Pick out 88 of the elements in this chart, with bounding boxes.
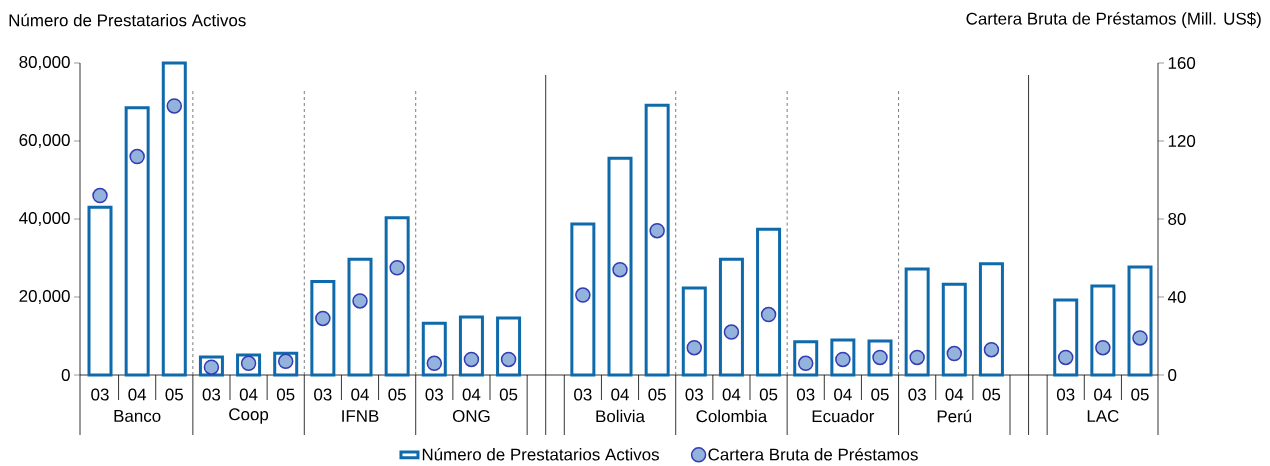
legend-label: Número de Prestatarios Activos [422, 447, 659, 461]
bar [644, 103, 670, 377]
x-tick-label: 04 [351, 388, 369, 401]
x-tick-label: 04 [239, 388, 258, 401]
bar [607, 156, 633, 377]
text: LAC [1087, 410, 1119, 422]
bar [756, 227, 782, 377]
x-tick-label: 03 [796, 388, 815, 401]
point [983, 341, 1000, 358]
x-tick-label: 03 [314, 388, 332, 401]
y2-tick-label: 120 [1168, 135, 1196, 147]
y-tick-label: 20,000 [19, 290, 70, 304]
bar [87, 205, 113, 377]
y-tick-label: 60,000 [19, 134, 70, 149]
x-tick-label: 05 [165, 388, 183, 401]
point [575, 287, 591, 303]
y-axis-title: Número de Prestatarios Activos [9, 13, 246, 27]
y-tick-label: 80,000 [19, 56, 70, 71]
bar [941, 282, 967, 377]
point [686, 339, 703, 356]
point [463, 351, 480, 368]
text: Bolivia [596, 409, 645, 423]
point [649, 222, 665, 239]
x-tick-label: 05 [1131, 388, 1149, 401]
x-tick-label: 05 [648, 388, 666, 401]
x-tick-label: 05 [759, 388, 778, 401]
point [1057, 349, 1074, 366]
bar [310, 279, 336, 377]
x-tick-label: 03 [202, 388, 221, 401]
y2-tick-label: 0 [1168, 369, 1177, 381]
x-tick-label: 05 [276, 388, 295, 401]
point [500, 351, 517, 368]
bar [718, 257, 744, 377]
point [723, 324, 740, 340]
point [1095, 339, 1111, 356]
text: Ecuador [812, 409, 875, 423]
text: Banco [114, 410, 161, 422]
text: IFNB [342, 410, 379, 422]
point [612, 261, 628, 278]
y2-tick-label: 40 [1167, 291, 1186, 303]
point [1132, 330, 1148, 346]
x-tick-label: 05 [871, 388, 889, 401]
bar [124, 106, 150, 377]
bar [681, 286, 707, 377]
bar [570, 222, 596, 377]
bar [978, 262, 1004, 377]
point [129, 148, 145, 165]
x-tick-label: 05 [499, 388, 518, 401]
text: ONG [452, 410, 490, 422]
text: Coop [229, 408, 269, 424]
text: Perú [937, 409, 972, 423]
bar [1127, 265, 1153, 377]
point [352, 293, 368, 309]
x-tick-label: 03 [685, 388, 703, 401]
x-tick-label: 03 [1056, 388, 1075, 401]
point [315, 310, 331, 327]
x-tick-label: 03 [574, 388, 592, 401]
x-tick-label: 04 [722, 388, 741, 401]
bar [1090, 284, 1116, 377]
x-tick-label: 03 [425, 388, 443, 401]
y-tick-label: 40,000 [19, 212, 70, 226]
x-tick-label: 04 [945, 388, 964, 401]
bar [904, 267, 930, 377]
y2-tick-label: 160 [1168, 57, 1196, 69]
point [426, 355, 443, 372]
x-tick-label: 04 [1094, 388, 1112, 401]
x-tick-label: 04 [462, 388, 481, 401]
point [166, 98, 183, 114]
x-tick-label: 05 [982, 388, 1001, 401]
x-tick-label: 04 [834, 388, 852, 401]
point [946, 345, 963, 362]
point [760, 306, 777, 323]
x-tick-label: 03 [908, 388, 926, 401]
x-tick-label: 05 [388, 388, 406, 401]
x-tick-label: 04 [128, 388, 147, 401]
point [389, 260, 405, 276]
point [909, 349, 925, 366]
y2-tick-label: 80 [1168, 213, 1186, 225]
bar [384, 216, 410, 377]
y2-axis-title: Cartera Bruta de Préstamos (Mill. US$) [966, 11, 1261, 29]
x-tick-label: 04 [611, 388, 629, 401]
bar [347, 257, 373, 377]
bar [161, 61, 187, 377]
y-tick-label: 0 [61, 369, 70, 381]
x-tick-label: 03 [91, 388, 109, 401]
legend-label: Cartera Bruta de Préstamos [708, 447, 918, 461]
point [92, 187, 108, 204]
text: Colombia [696, 409, 768, 423]
